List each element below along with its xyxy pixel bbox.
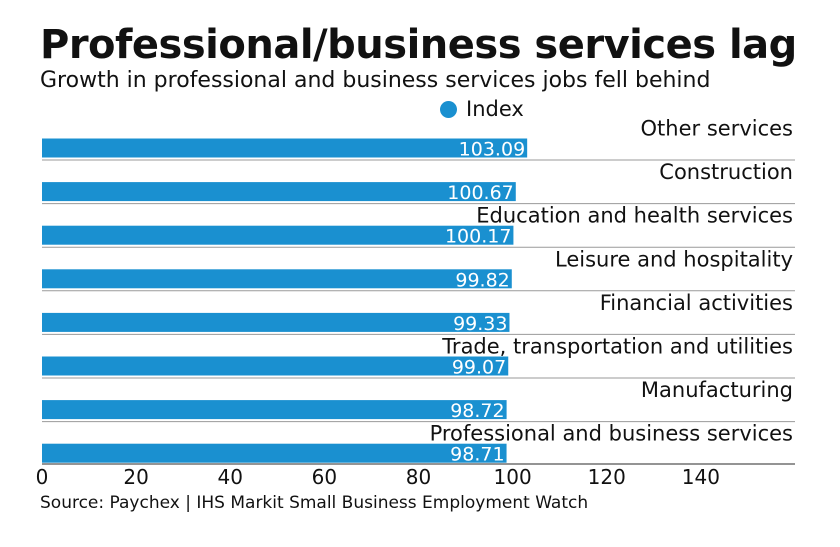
bar [42,400,507,420]
category-label: Construction [659,160,793,184]
bar [42,138,528,158]
data-label: 99.82 [455,269,509,291]
legend: Index [440,96,524,122]
category-label: Professional and business services [430,422,793,446]
bar [42,312,510,332]
x-tick-label: 60 [312,465,337,489]
category-label: Other services [641,117,793,141]
bar [42,225,514,245]
chart-title: Professional/business services lag [40,22,797,68]
data-label: 99.33 [453,313,507,335]
bar [42,443,507,463]
chart-subtitle: Growth in professional and business serv… [40,68,711,93]
data-label: 98.72 [450,400,504,422]
data-label: 98.71 [450,444,504,466]
x-tick-label: 120 [588,465,626,489]
bar [42,182,516,202]
x-tick-label: 40 [218,465,243,489]
bar [42,356,509,376]
x-tick-label: 140 [682,465,720,489]
data-label: 100.17 [445,226,511,248]
data-label: 103.09 [459,139,525,161]
category-label: Financial activities [600,291,793,315]
x-tick-label: 100 [494,465,532,489]
legend-swatch [440,100,457,118]
legend-label: Index [466,97,524,121]
x-tick-label: 0 [36,465,49,489]
data-label: 99.07 [452,357,506,379]
source-note: Source: Paychex | IHS Markit Small Busin… [40,493,589,513]
x-tick-label: 20 [123,465,148,489]
data-label: 100.67 [447,182,513,204]
x-tick-label: 80 [406,465,431,489]
category-label: Leisure and hospitality [555,247,793,271]
category-label: Education and health services [476,204,793,228]
category-label: Trade, transportation and utilities [441,335,793,359]
category-label: Manufacturing [641,378,793,402]
bar [42,269,512,289]
